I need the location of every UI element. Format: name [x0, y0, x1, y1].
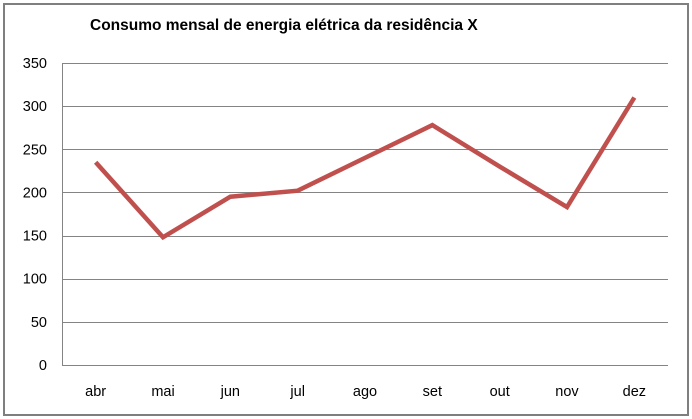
- x-tick-label: out: [490, 384, 510, 400]
- x-tick-label: abr: [85, 384, 106, 400]
- y-tick-label: 250: [23, 142, 47, 158]
- x-tick-label: ago: [353, 384, 377, 400]
- x-tick-label: dez: [623, 384, 646, 400]
- y-tick-label: 50: [31, 315, 47, 331]
- y-tick-label: 150: [23, 229, 47, 245]
- y-tick-label: 100: [23, 272, 47, 288]
- y-tick-label: 300: [23, 99, 47, 115]
- y-tick-label: 0: [39, 358, 47, 374]
- x-tick-label: nov: [555, 384, 579, 400]
- consumption-line: [93, 96, 637, 241]
- x-tick-label: set: [423, 384, 442, 400]
- y-tick-label: 200: [23, 185, 47, 201]
- chart-title: Consumo mensal de energia elétrica da re…: [90, 17, 478, 34]
- x-tick-label: jun: [220, 384, 240, 400]
- x-tick-label: mai: [151, 384, 174, 400]
- x-tick-label: jul: [289, 384, 305, 400]
- chart-frame: [3, 3, 689, 416]
- y-tick-label: 350: [23, 56, 47, 72]
